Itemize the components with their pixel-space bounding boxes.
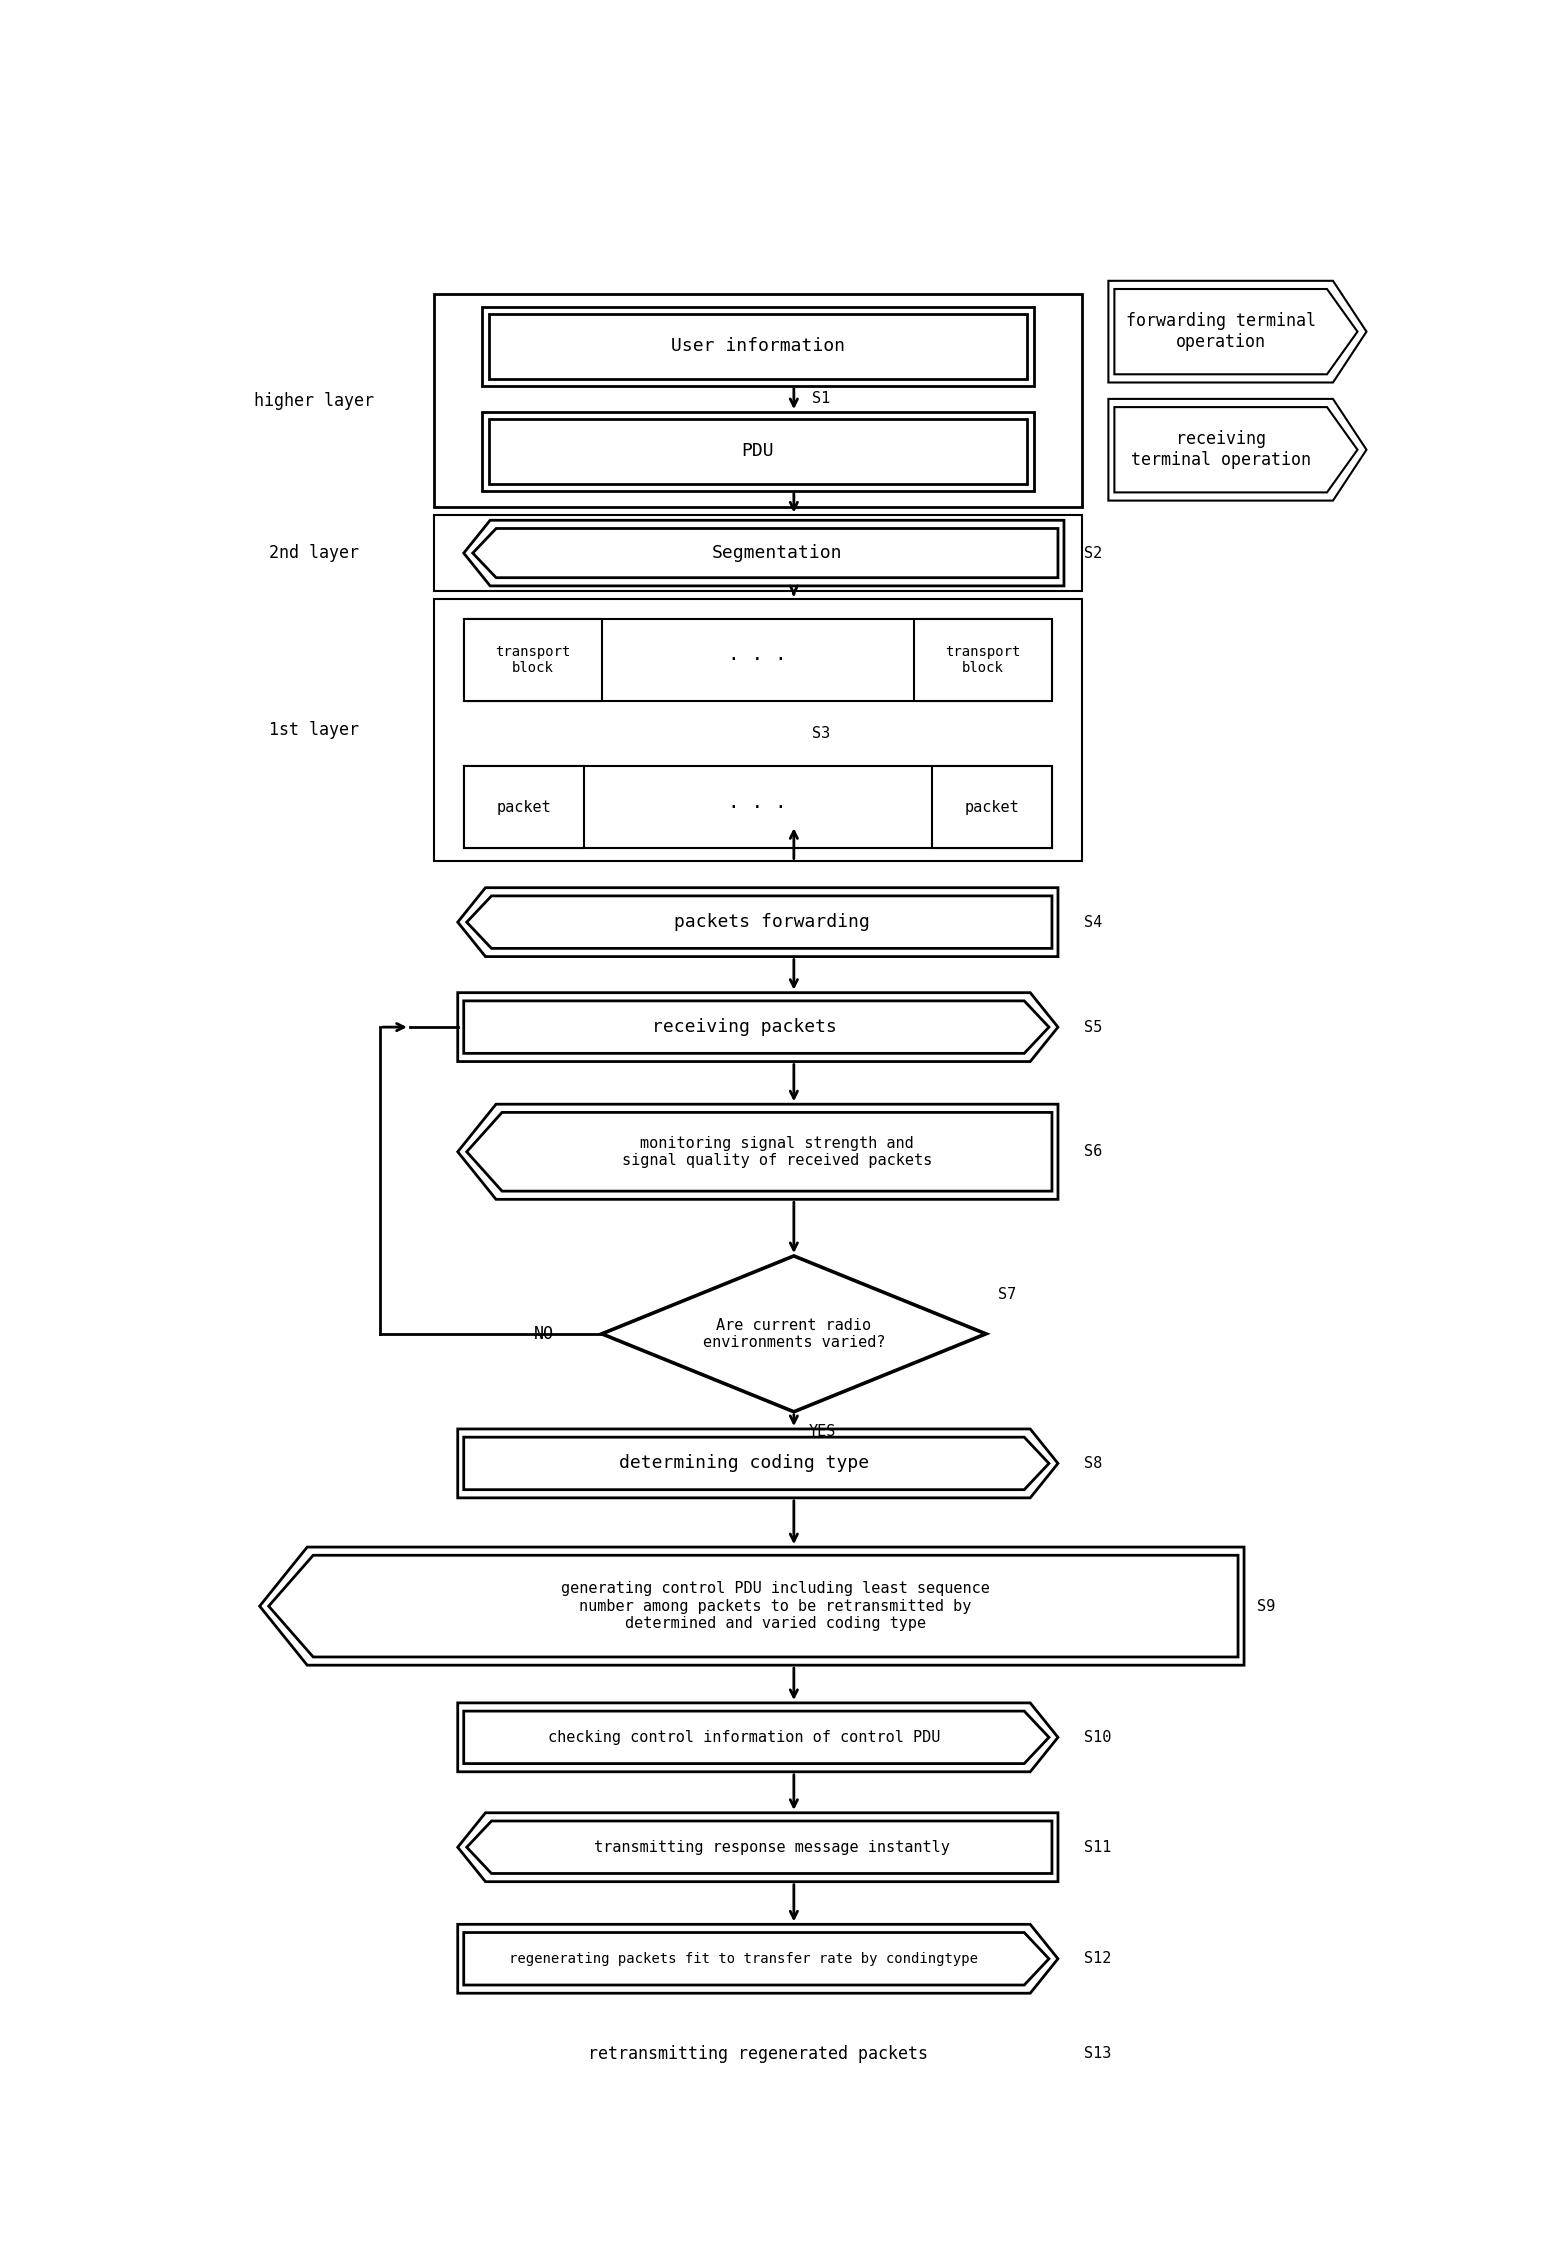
Text: transport
block: transport block xyxy=(945,644,1021,675)
Text: S5: S5 xyxy=(1084,1021,1103,1034)
Text: S10: S10 xyxy=(1084,1730,1112,1745)
Text: forwarding terminal
operation: forwarding terminal operation xyxy=(1126,312,1315,350)
Polygon shape xyxy=(466,1113,1052,1192)
Polygon shape xyxy=(459,1104,1058,1199)
Text: Segmentation: Segmentation xyxy=(713,544,843,562)
Text: PDU: PDU xyxy=(742,443,774,461)
Text: S3: S3 xyxy=(812,727,830,741)
Text: 2nd layer: 2nd layer xyxy=(268,544,359,562)
Text: retransmitting regenerated packets: retransmitting regenerated packets xyxy=(589,2046,928,2064)
Polygon shape xyxy=(463,519,1064,585)
Text: higher layer: higher layer xyxy=(254,391,373,409)
Text: Are current radio
environments varied?: Are current radio environments varied? xyxy=(703,1319,884,1350)
Text: S11: S11 xyxy=(1084,1840,1112,1854)
Text: 1st layer: 1st layer xyxy=(268,720,359,738)
Text: S9: S9 xyxy=(1258,1599,1275,1614)
Polygon shape xyxy=(1109,400,1366,501)
Text: S1: S1 xyxy=(812,391,830,406)
Polygon shape xyxy=(466,1820,1052,1874)
Bar xyxy=(434,598,1083,863)
Polygon shape xyxy=(472,528,1058,578)
Text: determining coding type: determining coding type xyxy=(620,1454,869,1472)
Text: monitoring signal strength and
signal quality of received packets: monitoring signal strength and signal qu… xyxy=(621,1136,932,1167)
Polygon shape xyxy=(1114,406,1357,492)
Bar xyxy=(489,418,1027,483)
Text: packet: packet xyxy=(965,799,1019,815)
Polygon shape xyxy=(1114,289,1357,375)
Bar xyxy=(932,765,1052,849)
Bar xyxy=(463,765,1052,849)
Text: User information: User information xyxy=(671,336,844,355)
Text: NO: NO xyxy=(534,1325,555,1344)
Text: S8: S8 xyxy=(1084,1456,1103,1470)
Text: transmitting response message instantly: transmitting response message instantly xyxy=(593,1840,950,1854)
Text: packet: packet xyxy=(496,799,551,815)
Polygon shape xyxy=(1109,280,1366,382)
Polygon shape xyxy=(459,887,1058,957)
Text: receiving
terminal operation: receiving terminal operation xyxy=(1131,431,1310,470)
Polygon shape xyxy=(459,1924,1058,1994)
Polygon shape xyxy=(466,896,1052,948)
Bar xyxy=(482,307,1035,386)
Text: S12: S12 xyxy=(1084,1951,1112,1967)
Text: S6: S6 xyxy=(1084,1145,1103,1158)
Text: S7: S7 xyxy=(998,1287,1016,1303)
Polygon shape xyxy=(601,1255,987,1411)
Bar xyxy=(463,619,1052,700)
Text: YES: YES xyxy=(809,1425,835,1438)
Text: receiving packets: receiving packets xyxy=(652,1018,836,1036)
Bar xyxy=(482,411,1035,490)
Polygon shape xyxy=(459,1813,1058,1881)
Polygon shape xyxy=(459,1429,1058,1497)
Text: regenerating packets fit to transfer rate by condingtype: regenerating packets fit to transfer rat… xyxy=(510,1951,979,1967)
Text: packets forwarding: packets forwarding xyxy=(674,912,869,930)
Text: S2: S2 xyxy=(1084,546,1103,560)
Polygon shape xyxy=(463,1712,1049,1763)
Text: generating control PDU including least sequence
number among packets to be retra: generating control PDU including least s… xyxy=(561,1581,990,1630)
Polygon shape xyxy=(459,994,1058,1061)
Bar xyxy=(914,619,1052,700)
Bar xyxy=(459,2019,1058,2089)
Polygon shape xyxy=(463,1436,1049,1490)
Bar xyxy=(489,314,1027,379)
Bar xyxy=(434,515,1083,592)
Bar xyxy=(463,765,584,849)
Polygon shape xyxy=(459,1703,1058,1773)
Text: transport
block: transport block xyxy=(496,644,570,675)
Bar xyxy=(463,619,603,700)
Bar xyxy=(434,294,1083,508)
Polygon shape xyxy=(268,1556,1238,1657)
Text: checking control information of control PDU: checking control information of control … xyxy=(548,1730,940,1745)
Polygon shape xyxy=(463,1933,1049,1985)
Text: · · ·: · · · xyxy=(728,797,787,817)
Text: · · ·: · · · xyxy=(728,650,787,668)
Text: S13: S13 xyxy=(1084,2046,1112,2062)
Polygon shape xyxy=(463,1000,1049,1052)
Text: S4: S4 xyxy=(1084,914,1103,930)
Polygon shape xyxy=(260,1547,1244,1664)
